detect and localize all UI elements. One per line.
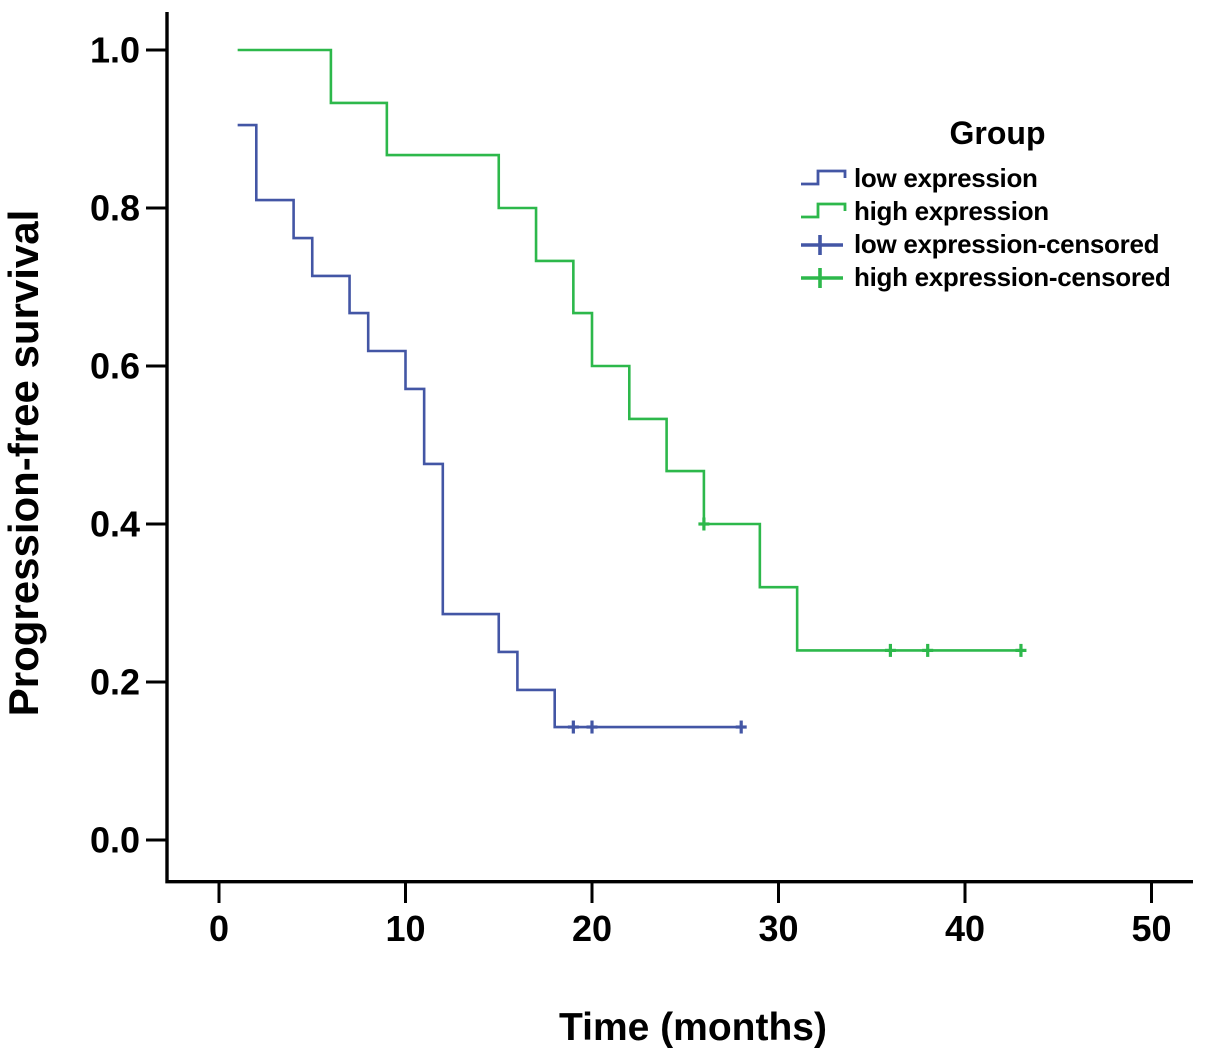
x-tick-label: 50 — [1131, 908, 1171, 949]
legend: Group low expression high expression low… — [799, 116, 1196, 294]
x-tick-label: 10 — [385, 908, 425, 949]
y-tick-label: 0.4 — [90, 504, 140, 545]
legend-title: Group — [949, 115, 1046, 151]
y-tick-label: 0.0 — [90, 820, 140, 861]
plus-marker-icon — [801, 267, 843, 288]
axis-ticks: 0.0 0.2 0.4 0.6 0.8 1.0 0 10 20 30 40 50 — [90, 30, 1172, 950]
legend-item-high-expression-censored: high expression-censored — [799, 261, 1196, 294]
y-tick-label: 0.8 — [90, 188, 140, 229]
step-line-icon — [801, 202, 847, 218]
axes — [165, 12, 1193, 884]
y-axis-title: Progression-free survival — [0, 210, 47, 717]
x-axis-title: Time (months) — [559, 1006, 827, 1049]
x-tick-label: 30 — [758, 908, 798, 949]
legend-label: high expression — [854, 196, 1049, 226]
legend-label: high expression-censored — [854, 262, 1171, 292]
legend-item-low-expression: low expression — [799, 162, 1196, 195]
y-tick-label: 0.6 — [90, 346, 140, 387]
survival-curves — [237, 48, 1027, 734]
y-tick-label: 0.2 — [90, 662, 140, 703]
legend-item-high-expression: high expression — [799, 195, 1196, 228]
x-tick-label: 40 — [945, 908, 985, 949]
plus-marker-icon — [801, 234, 843, 255]
y-tick-label: 1.0 — [90, 30, 140, 71]
x-tick-label: 20 — [572, 908, 612, 949]
legend-item-low-expression-censored: low expression-censored — [799, 228, 1196, 261]
survival-curve-high-expression — [237, 48, 1021, 652]
legend-label: low expression — [854, 163, 1038, 193]
survival-curve-low-expression — [237, 123, 742, 729]
step-line-icon — [801, 169, 847, 185]
legend-label: low expression-censored — [854, 229, 1160, 259]
axis-spine — [165, 12, 1193, 884]
x-tick-label: 0 — [209, 908, 229, 949]
